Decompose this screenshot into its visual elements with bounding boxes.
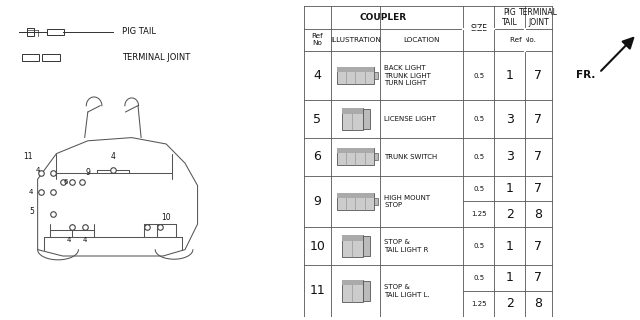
Text: 1: 1 [506, 271, 513, 284]
Text: 7: 7 [534, 271, 543, 284]
Text: 4: 4 [35, 167, 40, 172]
Text: 8: 8 [534, 297, 543, 310]
Text: 9: 9 [314, 195, 321, 208]
Text: 7: 7 [534, 113, 543, 126]
Bar [27, 28, 35, 36]
Text: SIZE: SIZE [470, 24, 487, 33]
Text: 4: 4 [67, 237, 71, 243]
Text: 0.5: 0.5 [473, 73, 484, 79]
Bar [374, 153, 378, 160]
Text: 1: 1 [506, 240, 513, 253]
Bar [337, 68, 374, 84]
Text: TERMINAL
JOINT: TERMINAL JOINT [519, 8, 558, 27]
Text: TERMINAL JOINT: TERMINAL JOINT [122, 53, 191, 62]
Text: LOCATION: LOCATION [403, 37, 440, 43]
Text: 3: 3 [506, 150, 513, 163]
Bar [374, 198, 378, 205]
Bar [342, 108, 362, 131]
Text: 1.25: 1.25 [471, 301, 486, 307]
Text: 5: 5 [314, 113, 321, 126]
Bar [47, 29, 64, 35]
Text: ILLUSTRATION: ILLUSTRATION [330, 37, 381, 43]
Text: 2: 2 [506, 297, 513, 310]
Text: 7: 7 [534, 240, 543, 253]
Text: 0.5: 0.5 [473, 186, 484, 191]
Bar [362, 236, 370, 256]
Text: 5: 5 [29, 207, 34, 216]
Text: 10: 10 [309, 240, 325, 253]
Bar [42, 54, 60, 61]
Text: 11: 11 [24, 152, 33, 161]
Text: 4: 4 [314, 69, 321, 82]
Bar [337, 68, 374, 72]
Text: 0.5: 0.5 [473, 243, 484, 249]
Bar [342, 235, 362, 257]
Bar [342, 280, 362, 285]
Bar [374, 72, 378, 79]
Text: 6: 6 [314, 150, 321, 163]
Text: 0.5: 0.5 [473, 154, 484, 160]
Text: LICENSE LIGHT: LICENSE LIGHT [384, 116, 436, 122]
Text: FR.: FR. [576, 69, 595, 80]
Text: HIGH MOUNT
STOP: HIGH MOUNT STOP [384, 195, 430, 208]
Text: 3: 3 [506, 113, 513, 126]
Bar [342, 280, 362, 302]
Text: 8: 8 [534, 208, 543, 221]
Text: 9: 9 [85, 168, 90, 177]
Text: COUPLER: COUPLER [360, 13, 407, 22]
Text: 11: 11 [310, 284, 325, 297]
Text: PIG
TAIL: PIG TAIL [502, 8, 518, 27]
Bar [337, 193, 374, 198]
Text: BACK LIGHT
TRUNK LIGHT
TURN LIGHT: BACK LIGHT TRUNK LIGHT TURN LIGHT [384, 65, 431, 86]
Bar [22, 54, 39, 61]
Text: PIG TAIL: PIG TAIL [122, 28, 156, 36]
Text: 4: 4 [83, 237, 87, 243]
Bar [337, 148, 374, 165]
Text: 7: 7 [534, 182, 543, 195]
Text: STOP &
TAIL LIGHT R: STOP & TAIL LIGHT R [384, 239, 429, 253]
Bar [362, 281, 370, 301]
Text: 7: 7 [534, 150, 543, 163]
Text: 1.25: 1.25 [471, 212, 486, 217]
Text: 0.5: 0.5 [473, 275, 484, 281]
Text: Ref No.: Ref No. [510, 37, 536, 43]
Bar [342, 235, 362, 241]
Text: STOP &
TAIL LIGHT L.: STOP & TAIL LIGHT L. [384, 284, 430, 298]
Bar [337, 193, 374, 210]
Text: Ref
No: Ref No [312, 33, 323, 46]
Text: 1: 1 [506, 182, 513, 195]
Text: 10: 10 [161, 213, 171, 222]
Text: 2: 2 [506, 208, 513, 221]
Text: 4: 4 [111, 152, 115, 161]
Text: 0.5: 0.5 [473, 116, 484, 122]
Text: 7: 7 [534, 69, 543, 82]
Text: 6: 6 [63, 180, 68, 185]
Bar [337, 148, 374, 153]
Text: TRUNK SWITCH: TRUNK SWITCH [384, 154, 438, 160]
Bar [362, 109, 370, 129]
Text: 4: 4 [29, 189, 33, 195]
Text: 1: 1 [506, 69, 513, 82]
Bar [342, 108, 362, 114]
